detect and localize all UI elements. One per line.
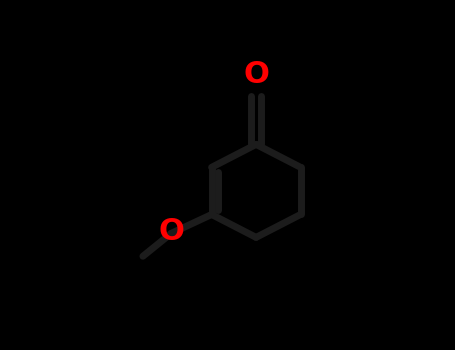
Text: O: O [243,60,269,89]
Text: O: O [158,217,184,246]
